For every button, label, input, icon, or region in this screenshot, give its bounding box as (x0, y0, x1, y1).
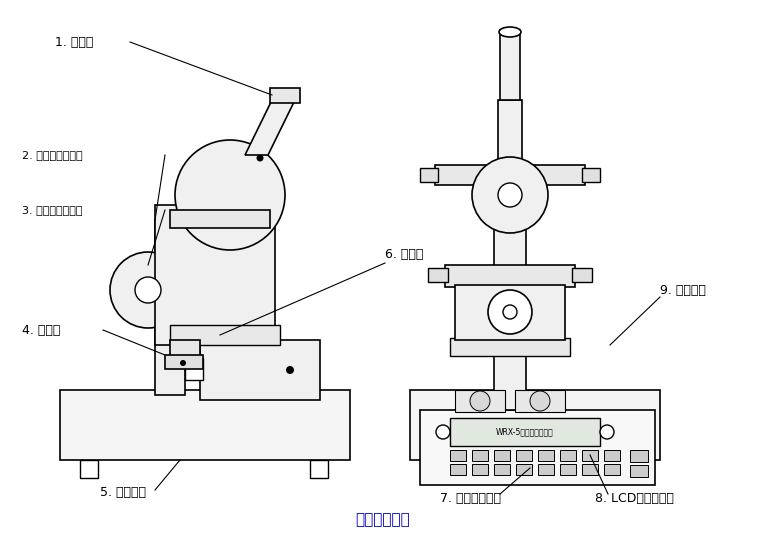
Bar (500, 30, 520, 100)
Circle shape (286, 366, 294, 374)
Text: 9. 冷却风扇: 9. 冷却风扇 (660, 284, 706, 296)
Bar (155, 220, 185, 395)
Circle shape (470, 391, 490, 411)
Bar (170, 210, 270, 228)
Bar (582, 450, 598, 461)
Text: 1. 目镜筒: 1. 目镜筒 (55, 35, 93, 49)
Bar (582, 168, 600, 182)
Text: 3. 显微镜锁紧旋钮: 3. 显微镜锁紧旋钮 (22, 205, 83, 215)
Circle shape (110, 252, 186, 328)
Circle shape (472, 157, 548, 233)
Bar (494, 220, 526, 410)
Bar (455, 285, 565, 340)
Bar (450, 338, 570, 356)
Circle shape (180, 360, 186, 366)
Bar (143, 280, 155, 289)
Circle shape (257, 154, 264, 161)
Bar (420, 410, 655, 485)
Bar (472, 464, 488, 475)
Bar (472, 450, 488, 461)
Polygon shape (245, 100, 295, 155)
Bar (143, 316, 155, 325)
Bar (604, 450, 620, 461)
Bar (515, 390, 565, 412)
Circle shape (175, 140, 285, 250)
Bar (582, 464, 598, 475)
Bar (630, 450, 648, 462)
Polygon shape (270, 88, 300, 103)
Bar (143, 304, 155, 313)
Text: 6. 载玻片: 6. 载玻片 (385, 248, 424, 262)
Bar (60, 390, 350, 460)
Bar (494, 464, 510, 475)
Text: 8. LCD液晶显示屏: 8. LCD液晶显示屏 (595, 491, 674, 505)
Bar (630, 465, 648, 477)
Circle shape (503, 305, 517, 319)
Bar (450, 450, 466, 461)
Circle shape (488, 290, 532, 334)
Circle shape (135, 277, 161, 303)
Bar (620, 460, 638, 478)
Bar (410, 390, 660, 460)
Bar (170, 325, 280, 345)
Bar (516, 464, 532, 475)
Bar (435, 165, 585, 185)
Bar (560, 450, 576, 461)
Text: 7. 仪器操作面板: 7. 仪器操作面板 (440, 491, 501, 505)
Bar (538, 464, 554, 475)
Bar (165, 355, 203, 369)
Bar (494, 450, 510, 461)
Bar (200, 340, 320, 400)
Bar (450, 464, 466, 475)
Circle shape (530, 391, 550, 411)
Circle shape (436, 425, 450, 439)
Bar (450, 418, 600, 446)
Bar (572, 268, 592, 282)
Text: 2. 显微镜调焦旋钮: 2. 显微镜调焦旋钮 (22, 150, 83, 160)
Bar (445, 265, 575, 287)
Bar (538, 450, 554, 461)
Circle shape (600, 425, 614, 439)
Ellipse shape (499, 27, 521, 37)
Text: WRX-5显微熔点分析仪: WRX-5显微熔点分析仪 (496, 428, 554, 436)
Text: 5. 电热炉座: 5. 电热炉座 (100, 485, 146, 499)
Bar (455, 390, 505, 412)
Bar (516, 450, 532, 461)
Bar (428, 268, 448, 282)
Text: 仪器整体视图: 仪器整体视图 (355, 513, 411, 528)
Bar (170, 340, 200, 360)
Bar (80, 460, 98, 478)
Bar (420, 168, 438, 182)
Text: 4. 物镜筒: 4. 物镜筒 (22, 324, 61, 336)
Bar (310, 460, 328, 478)
Bar (440, 460, 458, 478)
Bar (498, 100, 522, 220)
Bar (560, 464, 576, 475)
Bar (155, 205, 275, 345)
Bar (143, 292, 155, 301)
Bar (604, 464, 620, 475)
Bar (185, 358, 203, 380)
Circle shape (498, 183, 522, 207)
